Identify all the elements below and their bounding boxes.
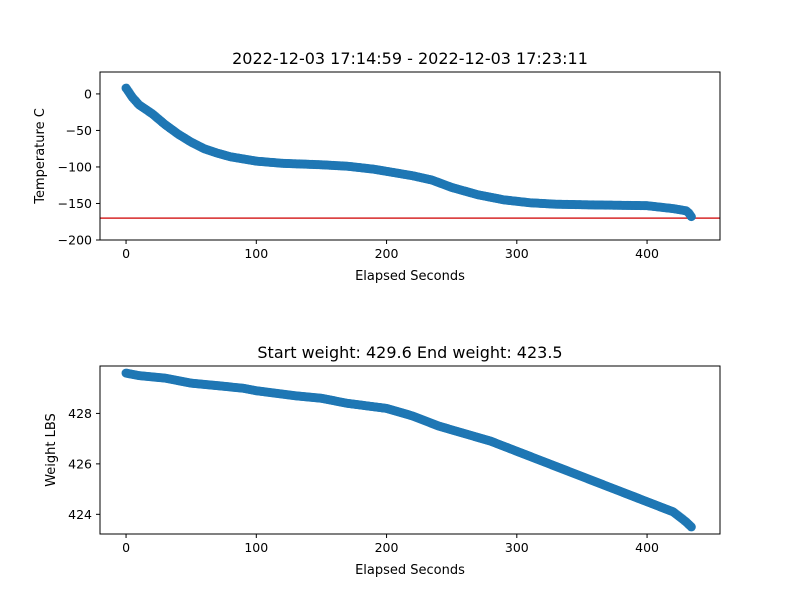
weight-chart-title: Start weight: 429.6 End weight: 423.5 (257, 343, 562, 362)
temperature-y-ticks: 0 −50 −100 −150 −200 (58, 86, 100, 248)
weight-plot-frame (99, 365, 721, 535)
weight-y-axis-label: Weight LBS (44, 413, 59, 487)
weight-x-tick-label: 300 (505, 540, 529, 555)
weight-y-tick-label: 424 (68, 507, 92, 522)
weight-x-tick-label: 200 (375, 540, 399, 555)
weight-y-tick-label: 428 (68, 406, 92, 421)
temperature-y-axis-label: Temperature C (33, 108, 48, 205)
weight-data-point (686, 522, 696, 532)
temperature-y-tick-label: −150 (58, 196, 92, 211)
weight-subplot: Start weight: 429.6 End weight: 423.5 0 1… (44, 343, 721, 578)
weight-x-ticks: 0 100 200 300 400 (122, 534, 659, 555)
weight-y-ticks: 424 426 428 (68, 406, 100, 522)
weight-x-axis-label: Elapsed Seconds (355, 563, 465, 578)
temperature-x-tick-label: 200 (375, 246, 399, 261)
temperature-x-axis-label: Elapsed Seconds (355, 269, 465, 284)
weight-x-tick-label: 400 (635, 540, 659, 555)
temperature-x-tick-label: 0 (122, 246, 130, 261)
weight-y-tick-label: 426 (68, 456, 92, 471)
temperature-x-tick-label: 100 (244, 246, 268, 261)
temperature-x-ticks: 0 100 200 300 400 (122, 240, 659, 261)
temperature-x-tick-label: 300 (505, 246, 529, 261)
temperature-y-tick-label: −200 (58, 233, 92, 248)
temperature-y-tick-label: −100 (58, 159, 92, 174)
weight-x-tick-label: 0 (122, 540, 130, 555)
temperature-points-layer (121, 83, 696, 222)
temperature-plot-frame (99, 71, 721, 241)
weight-points-layer (121, 368, 696, 532)
temperature-subplot: 2022-12-03 17:14:59 - 2022-12-03 17:23:1… (33, 49, 721, 284)
temperature-x-tick-label: 400 (635, 246, 659, 261)
temperature-y-tick-label: −50 (66, 123, 92, 138)
temperature-y-tick-label: 0 (84, 86, 92, 101)
weight-x-tick-label: 100 (244, 540, 268, 555)
temperature-chart-title: 2022-12-03 17:14:59 - 2022-12-03 17:23:1… (232, 49, 588, 68)
temperature-data-point (686, 212, 696, 222)
